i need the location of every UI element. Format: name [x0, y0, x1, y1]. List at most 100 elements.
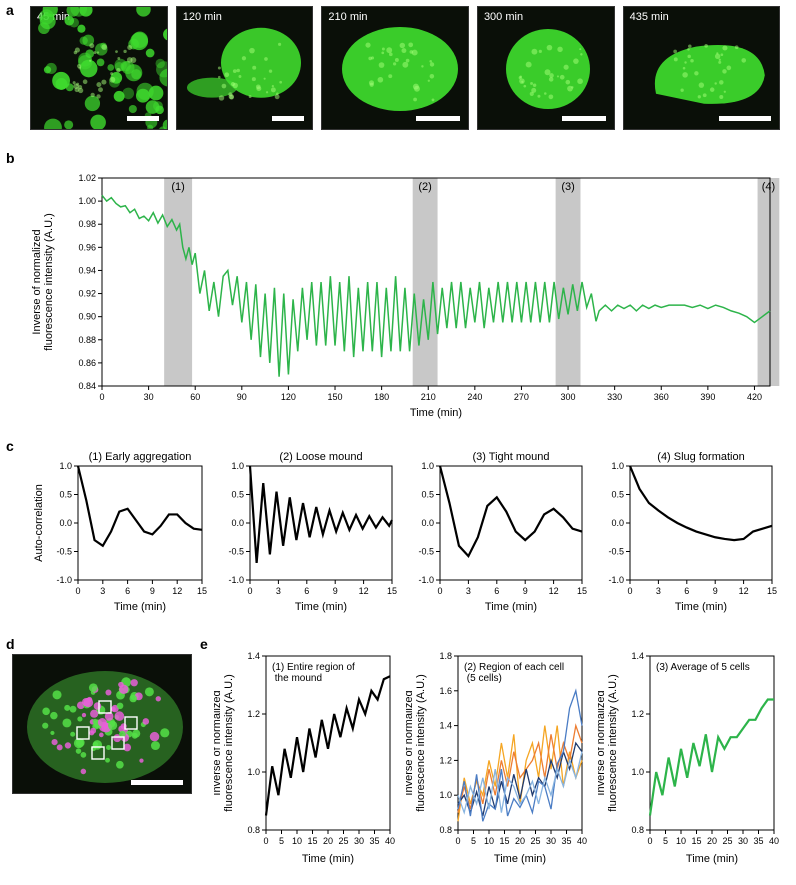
- svg-text:(4): (4): [762, 181, 775, 193]
- svg-text:30: 30: [546, 836, 556, 846]
- svg-text:0.88: 0.88: [78, 335, 96, 345]
- svg-text:-0.5: -0.5: [608, 547, 624, 557]
- panel-c-label: c: [6, 438, 14, 454]
- svg-text:0: 0: [263, 836, 268, 846]
- micrograph: 45 min: [30, 6, 168, 130]
- svg-text:0.98: 0.98: [78, 219, 96, 229]
- svg-text:210: 210: [421, 392, 436, 402]
- svg-text:12: 12: [172, 586, 182, 596]
- svg-text:Time (min): Time (min): [114, 601, 166, 613]
- svg-text:9: 9: [333, 586, 338, 596]
- svg-text:3: 3: [656, 586, 661, 596]
- svg-text:6: 6: [304, 586, 309, 596]
- panel-a-row: 45 min120 min210 min300 min435 min: [30, 6, 780, 130]
- svg-text:15: 15: [307, 836, 317, 846]
- svg-text:Time (min): Time (min): [485, 601, 537, 613]
- svg-text:20: 20: [323, 836, 333, 846]
- svg-text:0.92: 0.92: [78, 289, 96, 299]
- svg-text:270: 270: [514, 392, 529, 402]
- svg-text:1.4: 1.4: [247, 651, 260, 661]
- panel-e-subplot: 0.81.01.21.40510152025303540Inverse of n…: [598, 646, 780, 866]
- svg-text:60: 60: [190, 392, 200, 402]
- svg-text:20: 20: [707, 836, 717, 846]
- svg-text:0: 0: [75, 586, 80, 596]
- svg-text:Time (min): Time (min): [675, 601, 727, 613]
- svg-text:15: 15: [767, 586, 777, 596]
- svg-text:0.86: 0.86: [78, 358, 96, 368]
- svg-text:-1.0: -1.0: [56, 575, 72, 585]
- svg-text:Inverse of normalizedfluoresce: Inverse of normalizedfluorescence intens…: [214, 674, 235, 812]
- svg-text:-1.0: -1.0: [418, 575, 434, 585]
- panel-e-label: e: [200, 636, 208, 652]
- svg-text:0: 0: [455, 836, 460, 846]
- svg-text:20: 20: [515, 836, 525, 846]
- svg-text:390: 390: [700, 392, 715, 402]
- svg-text:0: 0: [647, 836, 652, 846]
- svg-text:0.0: 0.0: [59, 518, 72, 528]
- svg-text:0: 0: [627, 586, 632, 596]
- svg-text:1.0: 1.0: [231, 461, 244, 471]
- svg-text:6: 6: [125, 586, 130, 596]
- svg-text:25: 25: [722, 836, 732, 846]
- svg-text:360: 360: [654, 392, 669, 402]
- svg-text:Time (min): Time (min): [302, 853, 354, 865]
- svg-text:-0.5: -0.5: [228, 547, 244, 557]
- svg-text:(3) Average of 5 cells: (3) Average of 5 cells: [656, 662, 750, 673]
- svg-text:0.84: 0.84: [78, 381, 96, 391]
- svg-text:0: 0: [99, 392, 104, 402]
- svg-text:0.94: 0.94: [78, 265, 96, 275]
- svg-text:0: 0: [247, 586, 252, 596]
- autocorr-subplot: -1.0-0.50.00.51.003691215Auto-correlatio…: [30, 444, 208, 614]
- svg-text:15: 15: [197, 586, 207, 596]
- svg-text:1.2: 1.2: [439, 755, 452, 765]
- svg-text:5: 5: [663, 836, 668, 846]
- svg-text:330: 330: [607, 392, 622, 402]
- svg-text:(1): (1): [171, 181, 184, 193]
- autocorr-subplot: -1.0-0.50.00.51.003691215Time (min)(2) L…: [220, 444, 398, 614]
- svg-text:300: 300: [561, 392, 576, 402]
- svg-text:0.96: 0.96: [78, 242, 96, 252]
- svg-text:0.0: 0.0: [421, 518, 434, 528]
- panel-c-chart: -1.0-0.50.00.51.003691215Auto-correlatio…: [30, 444, 780, 614]
- svg-text:10: 10: [676, 836, 686, 846]
- svg-text:15: 15: [499, 836, 509, 846]
- scalebar: [127, 116, 159, 121]
- micrograph: 435 min: [623, 6, 780, 130]
- svg-text:420: 420: [747, 392, 762, 402]
- autocorr-subplot: -1.0-0.50.00.51.003691215Time (min)(4) S…: [600, 444, 778, 614]
- svg-text:30: 30: [144, 392, 154, 402]
- svg-text:(1) Entire region of the mo: (1) Entire region of the mound: [272, 662, 355, 684]
- svg-text:(1) Early aggregation: (1) Early aggregation: [89, 451, 192, 463]
- svg-text:1.0: 1.0: [439, 790, 452, 800]
- svg-text:1.4: 1.4: [439, 721, 452, 731]
- svg-text:Time (min): Time (min): [410, 407, 462, 419]
- scalebar: [719, 116, 771, 121]
- svg-text:6: 6: [684, 586, 689, 596]
- svg-text:9: 9: [150, 586, 155, 596]
- svg-text:25: 25: [530, 836, 540, 846]
- svg-text:0.90: 0.90: [78, 312, 96, 322]
- svg-text:10: 10: [292, 836, 302, 846]
- panel-b-label: b: [6, 150, 15, 166]
- svg-text:-1.0: -1.0: [228, 575, 244, 585]
- svg-text:40: 40: [577, 836, 587, 846]
- svg-text:35: 35: [561, 836, 571, 846]
- svg-text:Time (min): Time (min): [494, 853, 546, 865]
- svg-text:15: 15: [577, 586, 587, 596]
- svg-text:Inverse of normalizedfluoresce: Inverse of normalizedfluorescence intens…: [31, 213, 55, 351]
- svg-text:9: 9: [523, 586, 528, 596]
- autocorr-subplot: -1.0-0.50.00.51.003691215Time (min)(3) T…: [410, 444, 588, 614]
- svg-text:35: 35: [753, 836, 763, 846]
- svg-text:5: 5: [471, 836, 476, 846]
- scalebar: [562, 116, 606, 121]
- panel-d-micrograph: [12, 654, 192, 794]
- scalebar: [272, 116, 304, 121]
- svg-text:12: 12: [549, 586, 559, 596]
- svg-text:0.5: 0.5: [59, 490, 72, 500]
- svg-text:30: 30: [354, 836, 364, 846]
- svg-text:240: 240: [467, 392, 482, 402]
- svg-text:0.8: 0.8: [631, 825, 644, 835]
- svg-text:40: 40: [385, 836, 395, 846]
- svg-text:150: 150: [328, 392, 343, 402]
- svg-text:1.0: 1.0: [247, 767, 260, 777]
